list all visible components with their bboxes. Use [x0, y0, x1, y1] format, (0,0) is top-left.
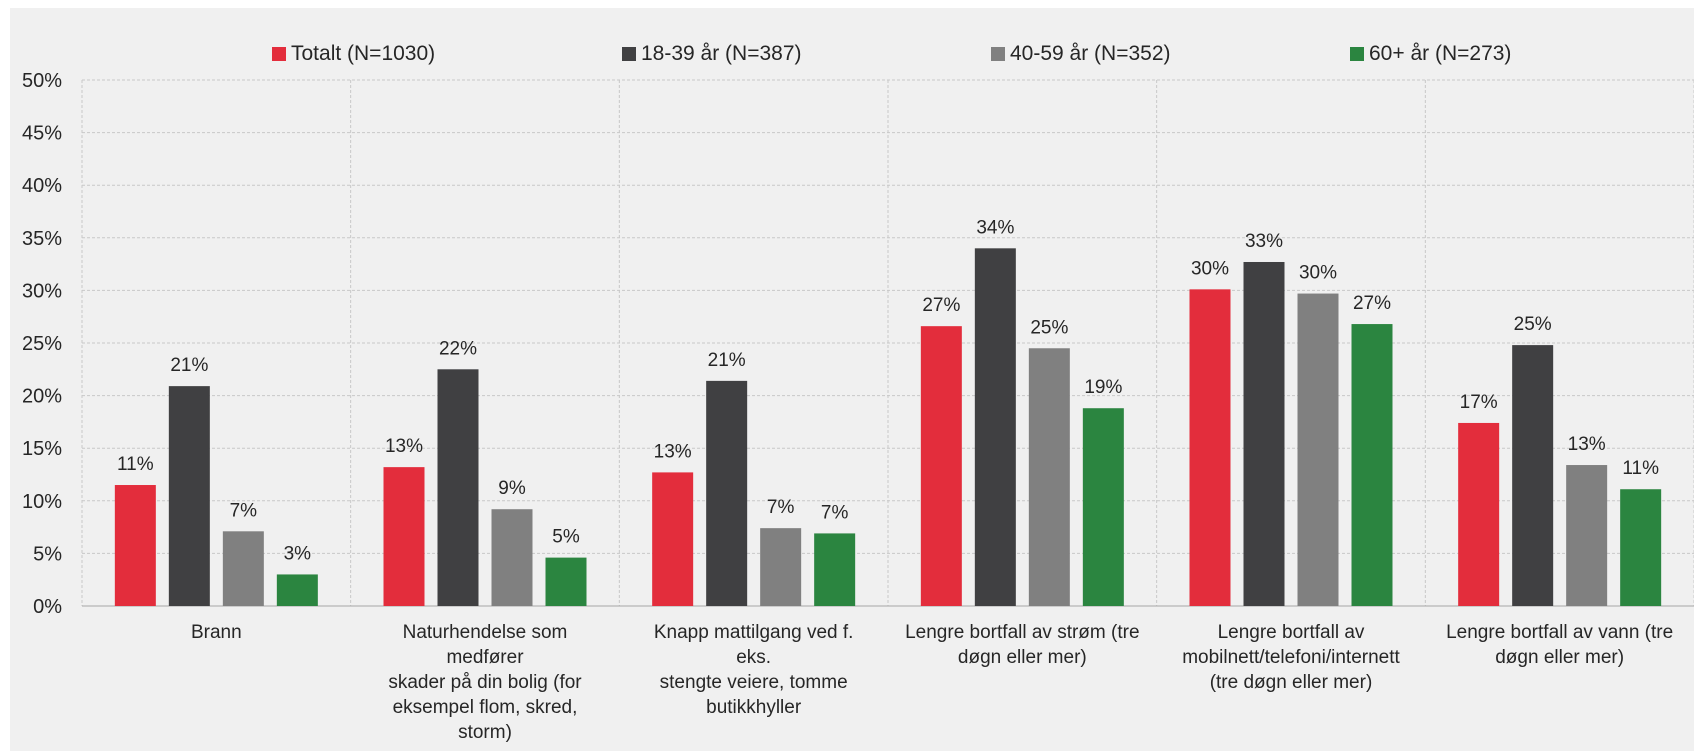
bar-value-label: 13% — [1568, 434, 1606, 455]
bar — [491, 509, 533, 606]
x-tick-label-line: Brann — [190, 622, 242, 643]
bar-value-label: 21% — [708, 350, 746, 371]
bar — [1620, 489, 1662, 606]
bar-value-label: 25% — [1030, 317, 1068, 338]
legend-item: 60+ år (N=273) — [1350, 34, 1511, 74]
legend-swatch — [622, 47, 636, 61]
bar-value-label: 21% — [170, 355, 208, 376]
bar-value-label: 11% — [117, 454, 154, 475]
x-tick-label: Brann — [97, 620, 335, 645]
legend-label: 18-39 år (N=387) — [641, 42, 802, 65]
legend-item: 40-59 år (N=352) — [991, 34, 1171, 74]
legend-item: 18-39 år (N=387) — [622, 34, 802, 74]
bar-value-label: 22% — [439, 338, 477, 359]
bar — [1082, 408, 1124, 606]
bar-value-label: 11% — [1622, 458, 1659, 479]
legend-item: Totalt (N=1030) — [272, 34, 435, 74]
chart-area: 0% 5% 10% 15% 20% 25% 30% 35% 40% 45% 50% 11% 21% 7% 3… — [10, 8, 1694, 751]
bar-value-label: 27% — [1353, 293, 1391, 314]
bar-value-label: 34% — [976, 217, 1014, 238]
bar — [114, 485, 156, 606]
bar — [1351, 324, 1393, 606]
legend-swatch — [1350, 47, 1364, 61]
x-tick-label-line: butikkhyller — [706, 697, 802, 718]
legend: Totalt (N=1030) 18-39 år (N=387) 40-59 år … — [10, 34, 1694, 74]
x-tick-label-line: (tre døgn eller mer) — [1209, 672, 1373, 693]
bar-value-label: 13% — [654, 441, 692, 462]
bar-value-label: 33% — [1245, 231, 1283, 252]
x-tick-label-line: mobilnett/telefoni/internett — [1182, 647, 1400, 668]
bar-value-label: 27% — [922, 295, 960, 316]
bar — [437, 369, 479, 606]
x-tick-label-line: Lengre bortfall av vann (tre — [1446, 622, 1674, 643]
legend-swatch — [991, 47, 1005, 61]
y-tick-label: 45% — [22, 123, 62, 145]
x-tick-label: Lengre bortfall av mobilnett/telefoni/int… — [1172, 620, 1410, 695]
bar-value-label: 13% — [385, 436, 423, 457]
y-tick-label: 15% — [22, 438, 62, 460]
bar-value-label: 7% — [767, 497, 795, 518]
x-tick-label-line: Knapp mattilgang ved f. eks. — [653, 622, 854, 668]
y-tick-label: 40% — [22, 175, 62, 197]
x-tick-label-line: Naturhendelse som medfører — [402, 622, 568, 668]
x-tick-label-line: stengte veiere, tomme — [659, 672, 848, 693]
y-tick-label: 35% — [22, 228, 62, 250]
legend-swatch — [272, 47, 286, 61]
bar — [1297, 293, 1339, 606]
bar — [814, 533, 856, 606]
x-tick-label: Knapp mattilgang ved f. eks. stengte veie… — [635, 620, 873, 720]
bar-value-label: 9% — [498, 478, 526, 499]
bar — [760, 528, 802, 606]
y-tick-label: 50% — [22, 70, 62, 92]
bar — [168, 386, 210, 606]
bar — [1028, 348, 1070, 606]
x-tick-label: Lengre bortfall av vann (tre døgn eller m… — [1441, 620, 1679, 670]
bar — [1458, 422, 1500, 606]
y-tick-label: 25% — [22, 333, 62, 355]
bar-value-label: 3% — [284, 543, 312, 564]
x-tick-label-line: døgn eller mer) — [957, 647, 1087, 668]
bar-value-label: 30% — [1191, 258, 1229, 279]
bar-value-label: 25% — [1514, 314, 1552, 335]
legend-label: 60+ år (N=273) — [1369, 42, 1512, 65]
bar — [222, 531, 264, 606]
x-tick-label: Naturhendelse som medfører skader på din … — [366, 620, 604, 745]
x-tick-label-line: Lengre bortfall av — [1217, 622, 1365, 643]
y-tick-label: 20% — [22, 386, 62, 408]
bar — [920, 326, 962, 606]
y-tick-label: 10% — [22, 491, 62, 513]
bar — [974, 248, 1016, 606]
bar — [1566, 465, 1608, 606]
bar-value-label: 30% — [1299, 263, 1337, 284]
x-tick-label: Lengre bortfall av strøm (tre døgn eller … — [903, 620, 1141, 670]
legend-label: 40-59 år (N=352) — [1010, 42, 1171, 65]
bar — [383, 467, 425, 606]
x-tick-label-line: døgn eller mer) — [1495, 647, 1625, 668]
bar — [276, 574, 318, 606]
x-tick-label-line: eksempel flom, skred, storm) — [392, 697, 578, 743]
bar-chart: 0% 5% 10% 15% 20% 25% 30% 35% 40% 45% 50% 11% 21% 7% 3… — [22, 70, 1694, 618]
bar — [652, 472, 694, 606]
bar-value-label: 5% — [552, 527, 580, 548]
x-tick-label-line: Lengre bortfall av strøm (tre — [905, 622, 1140, 643]
x-tick-label-line: skader på din bolig (for — [388, 672, 582, 693]
y-tick-label: 30% — [22, 280, 62, 302]
bar-value-label: 17% — [1460, 392, 1498, 413]
legend-label: Totalt (N=1030) — [291, 42, 436, 65]
bar-value-label: 19% — [1084, 377, 1122, 398]
y-tick-label: 5% — [33, 543, 62, 565]
bar — [1189, 289, 1231, 606]
y-tick-label: 0% — [33, 596, 62, 618]
bar — [706, 380, 748, 606]
bar-value-label: 7% — [230, 500, 258, 521]
bar-value-label: 7% — [821, 502, 849, 523]
bar — [545, 557, 587, 606]
bar — [1243, 261, 1285, 606]
bar — [1512, 345, 1554, 606]
